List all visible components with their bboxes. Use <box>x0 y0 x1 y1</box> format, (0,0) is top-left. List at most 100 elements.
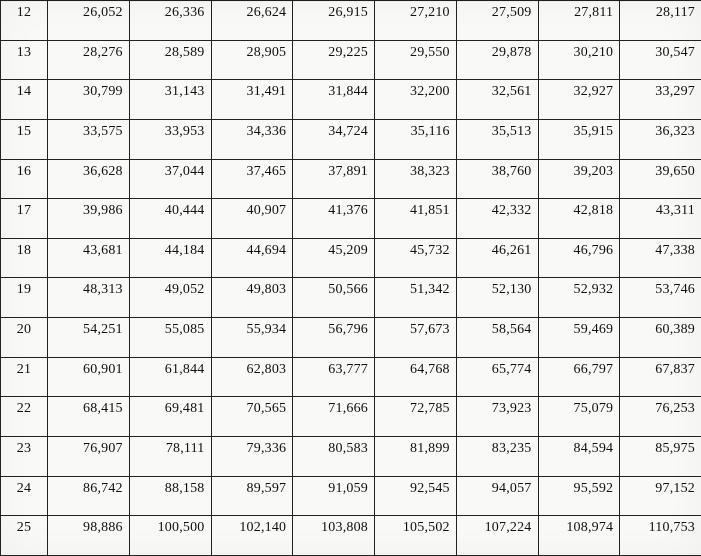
cell: 26,336 <box>129 1 211 41</box>
cell: 76,907 <box>48 437 130 477</box>
cell: 48,313 <box>48 278 130 318</box>
cell: 100,500 <box>129 516 211 556</box>
cell: 52,932 <box>538 278 620 318</box>
data-table: 12 26,052 26,336 26,624 26,915 27,210 27… <box>0 0 701 556</box>
cell: 78,111 <box>129 437 211 477</box>
table-row: 15 33,575 33,953 34,336 34,724 35,116 35… <box>1 119 701 159</box>
cell: 45,209 <box>293 238 375 278</box>
cell: 51,342 <box>375 278 457 318</box>
cell: 36,628 <box>48 159 130 199</box>
cell: 32,200 <box>375 80 457 120</box>
cell: 31,491 <box>211 80 293 120</box>
cell: 54,251 <box>48 318 130 358</box>
cell: 67,837 <box>620 357 701 397</box>
cell: 37,044 <box>129 159 211 199</box>
cell: 107,224 <box>456 516 538 556</box>
cell: 46,796 <box>538 238 620 278</box>
cell: 32,561 <box>456 80 538 120</box>
cell: 66,797 <box>538 357 620 397</box>
cell: 28,276 <box>48 40 130 80</box>
row-index: 13 <box>1 40 48 80</box>
cell: 60,389 <box>620 318 701 358</box>
table-row: 12 26,052 26,336 26,624 26,915 27,210 27… <box>1 1 701 41</box>
cell: 89,597 <box>211 476 293 516</box>
cell: 36,323 <box>620 119 701 159</box>
cell: 44,694 <box>211 238 293 278</box>
cell: 56,796 <box>293 318 375 358</box>
table-row: 17 39,986 40,444 40,907 41,376 41,851 42… <box>1 199 701 239</box>
cell: 43,681 <box>48 238 130 278</box>
cell: 38,760 <box>456 159 538 199</box>
cell: 40,907 <box>211 199 293 239</box>
row-index: 17 <box>1 199 48 239</box>
row-index: 24 <box>1 476 48 516</box>
cell: 28,905 <box>211 40 293 80</box>
cell: 34,336 <box>211 119 293 159</box>
cell: 27,509 <box>456 1 538 41</box>
cell: 63,777 <box>293 357 375 397</box>
cell: 62,803 <box>211 357 293 397</box>
table-row: 25 98,886 100,500 102,140 103,808 105,50… <box>1 516 701 556</box>
cell: 55,085 <box>129 318 211 358</box>
cell: 43,311 <box>620 199 701 239</box>
cell: 80,583 <box>293 437 375 477</box>
cell: 47,338 <box>620 238 701 278</box>
cell: 57,673 <box>375 318 457 358</box>
cell: 26,624 <box>211 1 293 41</box>
cell: 26,915 <box>293 1 375 41</box>
cell: 88,158 <box>129 476 211 516</box>
cell: 30,547 <box>620 40 701 80</box>
table-row: 13 28,276 28,589 28,905 29,225 29,550 29… <box>1 40 701 80</box>
row-index: 16 <box>1 159 48 199</box>
cell: 39,986 <box>48 199 130 239</box>
table-row: 20 54,251 55,085 55,934 56,796 57,673 58… <box>1 318 701 358</box>
row-index: 21 <box>1 357 48 397</box>
cell: 35,513 <box>456 119 538 159</box>
table-row: 19 48,313 49,052 49,803 50,566 51,342 52… <box>1 278 701 318</box>
cell: 72,785 <box>375 397 457 437</box>
cell: 79,336 <box>211 437 293 477</box>
cell: 81,899 <box>375 437 457 477</box>
cell: 44,184 <box>129 238 211 278</box>
cell: 84,594 <box>538 437 620 477</box>
cell: 97,152 <box>620 476 701 516</box>
cell: 108,974 <box>538 516 620 556</box>
cell: 53,746 <box>620 278 701 318</box>
cell: 86,742 <box>48 476 130 516</box>
cell: 49,052 <box>129 278 211 318</box>
cell: 65,774 <box>456 357 538 397</box>
cell: 37,891 <box>293 159 375 199</box>
cell: 69,481 <box>129 397 211 437</box>
table-row: 23 76,907 78,111 79,336 80,583 81,899 83… <box>1 437 701 477</box>
cell: 32,927 <box>538 80 620 120</box>
cell: 110,753 <box>620 516 701 556</box>
cell: 28,589 <box>129 40 211 80</box>
row-index: 23 <box>1 437 48 477</box>
cell: 73,923 <box>456 397 538 437</box>
cell: 29,878 <box>456 40 538 80</box>
cell: 34,724 <box>293 119 375 159</box>
cell: 55,934 <box>211 318 293 358</box>
table-row: 16 36,628 37,044 37,465 37,891 38,323 38… <box>1 159 701 199</box>
cell: 42,332 <box>456 199 538 239</box>
cell: 52,130 <box>456 278 538 318</box>
row-index: 15 <box>1 119 48 159</box>
cell: 83,235 <box>456 437 538 477</box>
cell: 40,444 <box>129 199 211 239</box>
cell: 68,415 <box>48 397 130 437</box>
cell: 71,666 <box>293 397 375 437</box>
cell: 59,469 <box>538 318 620 358</box>
row-index: 14 <box>1 80 48 120</box>
row-index: 18 <box>1 238 48 278</box>
cell: 91,059 <box>293 476 375 516</box>
cell: 37,465 <box>211 159 293 199</box>
cell: 27,811 <box>538 1 620 41</box>
cell: 60,901 <box>48 357 130 397</box>
cell: 92,545 <box>375 476 457 516</box>
cell: 75,079 <box>538 397 620 437</box>
cell: 29,550 <box>375 40 457 80</box>
table-row: 18 43,681 44,184 44,694 45,209 45,732 46… <box>1 238 701 278</box>
row-index: 25 <box>1 516 48 556</box>
cell: 33,297 <box>620 80 701 120</box>
cell: 49,803 <box>211 278 293 318</box>
